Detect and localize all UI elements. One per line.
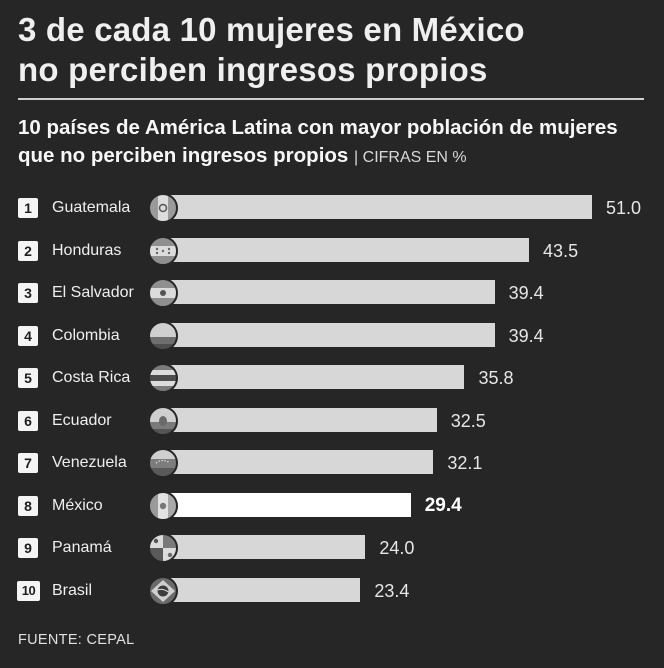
value-label: 29.4 <box>424 494 462 516</box>
flag-icon-panama <box>148 533 178 563</box>
rank-badge: 1 <box>18 198 38 218</box>
flag-icon-guatemala <box>148 193 178 223</box>
category-label: Panamá <box>52 539 112 556</box>
flag-icon-costa-rica <box>148 363 178 393</box>
category-label: Guatemala <box>52 199 131 216</box>
bar-colombia <box>164 322 495 347</box>
bar-honduras <box>164 237 530 262</box>
title-divider <box>18 98 644 100</box>
bar-mexico <box>164 492 411 517</box>
flag-icon-honduras <box>148 235 178 266</box>
rank-badge: 6 <box>18 410 38 431</box>
rank-badge: 10 <box>17 580 40 601</box>
bar-panama <box>164 535 366 559</box>
category-label: México <box>52 496 103 514</box>
source-note: FUENTE: CEPAL <box>18 632 135 648</box>
bar-row-venezuela: 7 Venezuela 32.1 <box>0 445 664 481</box>
value-label: 32.5 <box>450 410 486 431</box>
bar-row-ecuador: 6 Ecuador 32.5 <box>0 403 664 439</box>
value-label: 39.4 <box>508 325 544 346</box>
flag-icon-mexico <box>148 490 178 521</box>
title-line-2: no perciben ingresos propios <box>18 51 488 88</box>
bar-row-guatemala: 1 Guatemala 51.0 <box>0 190 664 226</box>
bar-row-colombia: 4 Colombia 39.4 <box>0 318 664 354</box>
subtitle-text: 10 países de América Latina con mayor po… <box>18 116 618 167</box>
bar-brasil <box>164 577 361 602</box>
category-label: Honduras <box>52 241 122 259</box>
category-label: Ecuador <box>52 411 112 429</box>
category-label: Brasil <box>52 581 93 599</box>
flag-icon-venezuela <box>148 448 178 478</box>
flag-icon-ecuador <box>148 405 178 436</box>
chart-title: 3 de cada 10 mujeres en México no percib… <box>18 10 638 90</box>
value-label: 24.0 <box>379 538 415 558</box>
rank-badge: 4 <box>18 325 38 346</box>
bar-row-mexico: 8 México 29.4 <box>0 488 664 524</box>
chart-subtitle: 10 países de América Latina con mayor po… <box>18 114 648 172</box>
category-label: El Salvador <box>52 284 134 301</box>
rank-badge: 2 <box>18 240 38 261</box>
value-label: 43.5 <box>543 240 579 261</box>
category-label: Costa Rica <box>52 369 131 386</box>
bar-row-honduras: 2 Honduras 43.5 <box>0 233 664 269</box>
units-label: | CIFRAS EN % <box>354 149 467 166</box>
rank-badge: 8 <box>18 495 38 516</box>
bar-guatemala <box>164 195 592 219</box>
rank-badge: 3 <box>18 283 38 303</box>
rank-badge: 9 <box>18 538 38 558</box>
bar-row-el-salvador: 3 El Salvador 39.4 <box>0 275 664 311</box>
title-line-1: 3 de cada 10 mujeres en México <box>18 11 525 48</box>
rank-badge: 7 <box>18 453 38 473</box>
flag-icon-el-salvador <box>148 278 178 308</box>
value-label: 51.0 <box>606 198 642 218</box>
bar-ecuador <box>164 407 437 432</box>
category-label: Venezuela <box>52 454 127 471</box>
value-label: 35.8 <box>478 368 514 388</box>
bar-row-costa-rica: 5 Costa Rica 35.8 <box>0 360 664 396</box>
rank-badge: 5 <box>18 368 38 388</box>
category-label: Colombia <box>52 326 120 344</box>
bar-costa-rica <box>164 365 465 389</box>
flag-icon-brasil <box>148 575 178 606</box>
bar-row-brasil: 10 Brasil 23.4 <box>0 573 664 609</box>
flag-icon-colombia <box>148 320 178 351</box>
value-label: 32.1 <box>447 453 483 473</box>
bar-el-salvador <box>164 280 495 304</box>
bar-row-panama: 9 Panamá 24.0 <box>0 530 664 566</box>
value-label: 23.4 <box>374 580 410 601</box>
value-label: 39.4 <box>508 283 544 303</box>
bar-venezuela <box>164 450 434 474</box>
